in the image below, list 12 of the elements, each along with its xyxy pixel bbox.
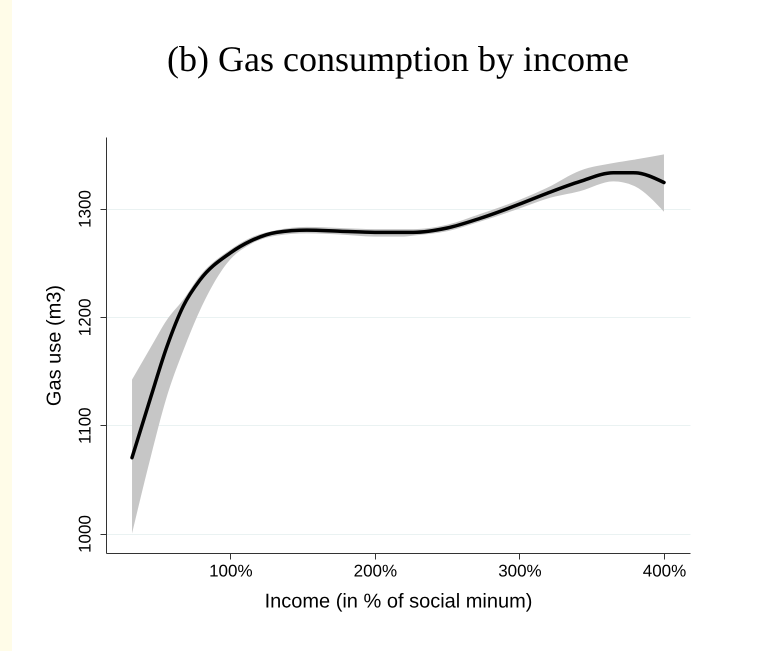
y-tick-label: 1100 (76, 407, 94, 444)
y-tick-label: 1300 (76, 190, 94, 228)
y-axis-title: Gas use (m3) (44, 284, 66, 406)
y-tick-label: 1000 (76, 515, 94, 553)
x-tick-label: 200% (354, 562, 398, 580)
chart-title: (b) Gas consumption by income (167, 39, 629, 79)
y-tick-label: 1200 (76, 298, 94, 336)
x-tick-label: 300% (498, 562, 542, 580)
x-axis-title: Income (in % of social minum) (264, 590, 532, 612)
line-series (130, 171, 666, 460)
x-tick-label: 400% (642, 562, 686, 580)
x-tick-label: 100% (209, 562, 253, 580)
